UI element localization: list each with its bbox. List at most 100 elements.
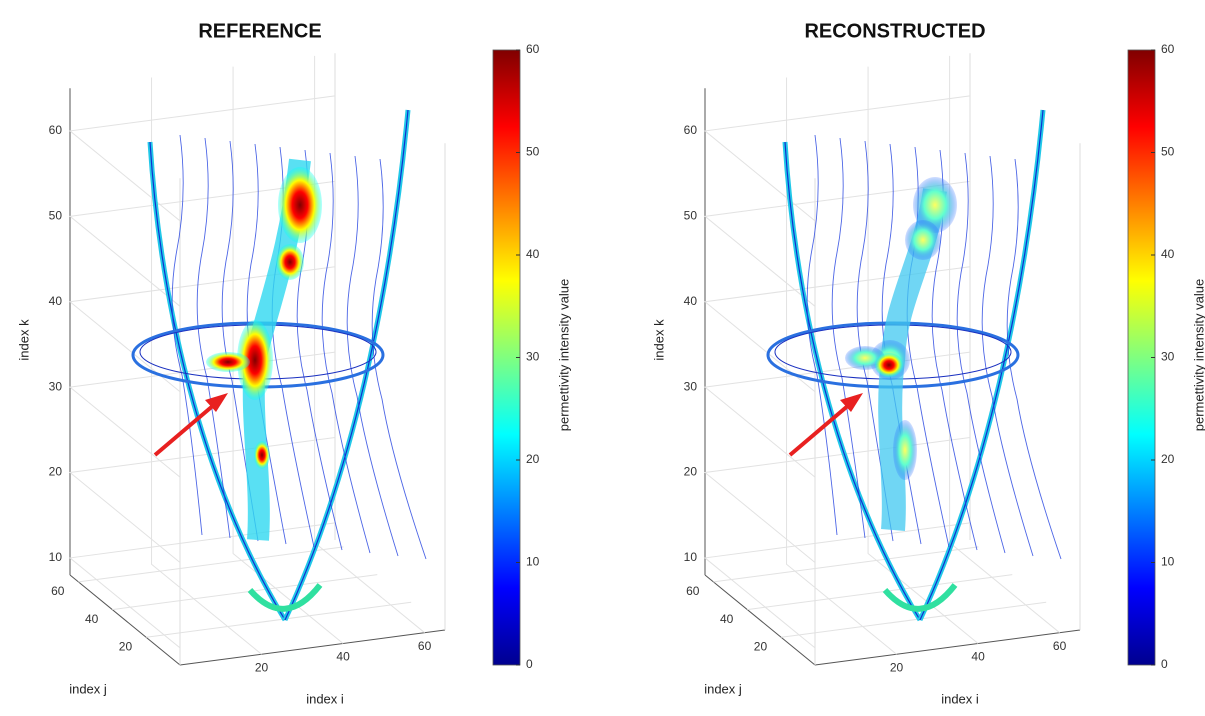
contour-line: [346, 155, 399, 557]
x-tick-label: 60: [1053, 639, 1067, 653]
grid-line: [781, 601, 1047, 638]
colorbar-tick-label: 50: [526, 145, 540, 159]
colorbar-tick-label: 60: [1161, 42, 1175, 56]
contour-line: [956, 152, 1006, 554]
blob: [845, 346, 885, 370]
z-tick-label: 50: [684, 208, 698, 222]
colorbar-tick-label: 0: [1161, 657, 1168, 671]
blob: [278, 167, 322, 243]
x-axis-label: index i: [941, 691, 979, 706]
panel: RECONSTRUCTED 10 20 30 40 50 60 20 40 60 20 40 60 ind…: [651, 20, 1205, 706]
z-tick-label: 30: [49, 379, 63, 393]
grid-line: [146, 601, 412, 638]
colorbar-tick-label: 10: [1161, 555, 1175, 569]
y-tick-label: 40: [720, 612, 734, 626]
funnel-edge: [919, 109, 1044, 621]
axis-line: [704, 574, 816, 666]
grid-line: [68, 95, 336, 222]
arrow-head: [840, 393, 863, 412]
blob: [893, 420, 917, 480]
y-tick-label: 20: [754, 639, 768, 653]
funnel-tip: [247, 583, 323, 612]
contour-line: [321, 152, 371, 554]
grid-line: [703, 266, 971, 393]
contour-line: [806, 134, 838, 536]
chart-title: RECONSTRUCTED: [804, 20, 985, 42]
grid-line: [68, 180, 336, 307]
colorbar-tick-label: 30: [1161, 350, 1175, 364]
grid-line: [314, 55, 425, 634]
grid-line: [232, 66, 344, 644]
z-tick-label: 10: [49, 550, 63, 564]
blob: [254, 441, 270, 469]
colorbar-tick-label: 30: [526, 350, 540, 364]
grid-line: [867, 66, 979, 644]
x-tick-label: 40: [336, 650, 350, 664]
blob: [875, 353, 903, 377]
axis-line: [69, 574, 181, 666]
grid-line: [68, 522, 336, 649]
y-tick-label: 40: [85, 612, 99, 626]
contour-line: [371, 158, 427, 560]
arrow-head: [205, 393, 228, 412]
blob: [905, 220, 941, 260]
arrow: [153, 402, 217, 457]
grid-line: [949, 55, 1060, 634]
grid-line: [713, 546, 979, 583]
grid-line: [112, 574, 378, 611]
grid-line: [747, 574, 1013, 611]
contour-line: [196, 137, 231, 539]
z-axis-label: index k: [16, 319, 31, 361]
arrow: [788, 402, 852, 457]
z-tick-label: 50: [49, 208, 63, 222]
z-tick-label: 10: [684, 550, 698, 564]
blob: [276, 244, 304, 280]
z-tick-label: 20: [49, 465, 63, 479]
y-tick-label: 20: [119, 639, 133, 653]
y-tick-label: 60: [51, 584, 65, 598]
blob: [237, 320, 273, 400]
grid-line: [703, 95, 971, 222]
colorbar-tick-label: 20: [1161, 452, 1175, 466]
y-tick-label: 60: [686, 584, 700, 598]
colorbar-tick-label: 10: [526, 555, 540, 569]
colorbar-tick-label: 50: [1161, 145, 1175, 159]
funnel-tip: [882, 583, 958, 612]
colorbar-label: permettivity intensity value: [1191, 279, 1205, 431]
z-axis-label: index k: [651, 319, 666, 361]
colorbar-label: permettivity intensity value: [556, 279, 571, 431]
x-tick-label: 20: [890, 660, 904, 674]
y-axis-label: index j: [704, 681, 742, 696]
colorbar-tick-label: 60: [526, 42, 540, 56]
x-tick-label: 60: [418, 639, 432, 653]
grid-line: [68, 266, 336, 393]
axis-line: [179, 629, 446, 666]
grid-line: [786, 77, 897, 655]
blob: [206, 352, 250, 372]
contour-line: [981, 155, 1034, 557]
grid-line: [703, 522, 971, 649]
z-tick-label: 60: [49, 123, 63, 137]
z-tick-label: 30: [684, 379, 698, 393]
z-tick-label: 40: [684, 294, 698, 308]
funnel-edge: [149, 141, 286, 621]
contour-line: [831, 137, 866, 539]
blob: [913, 177, 957, 233]
funnel-edge: [284, 109, 409, 621]
funnel-edge: [784, 141, 921, 621]
y-axis-label: index j: [69, 681, 107, 696]
x-tick-label: 20: [255, 660, 269, 674]
chart-title: REFERENCE: [198, 20, 321, 42]
z-tick-label: 40: [49, 294, 63, 308]
grid-line: [151, 77, 262, 655]
x-tick-label: 40: [971, 650, 985, 664]
grid-line: [78, 546, 344, 583]
colorbar-tick-label: 20: [526, 452, 540, 466]
colorbar-tick-label: 40: [1161, 247, 1175, 261]
contour-line: [171, 134, 203, 536]
grid-line: [703, 180, 971, 307]
x-axis-label: index i: [306, 691, 344, 706]
colorbar-tick-label: 40: [526, 247, 540, 261]
axis-line: [814, 629, 1081, 666]
